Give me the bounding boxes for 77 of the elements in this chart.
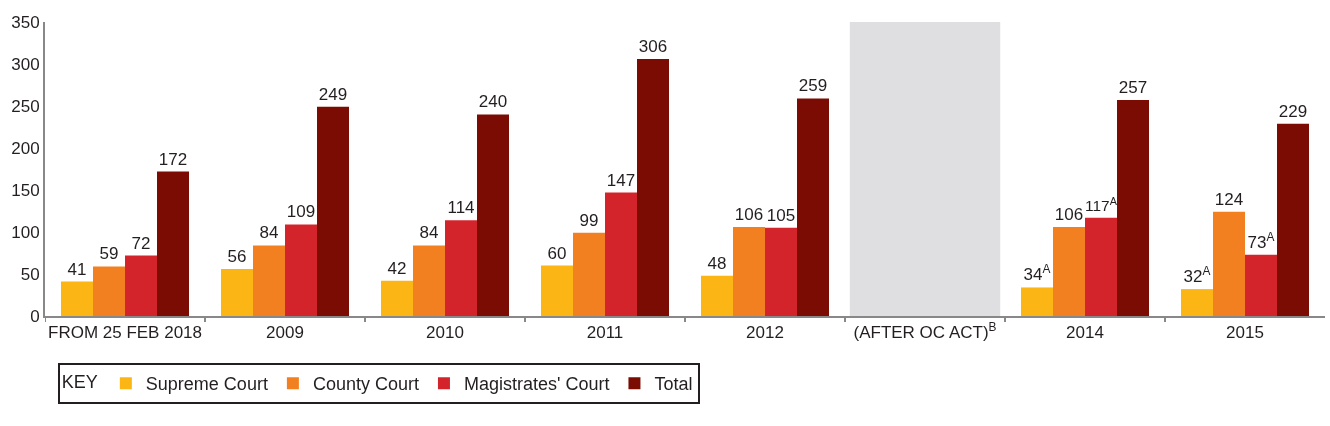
data-label: 105 [766, 205, 796, 225]
data-label: 249 [318, 84, 348, 104]
legend-title: KEY [61, 372, 98, 393]
legend-label: Total [654, 374, 693, 395]
y-tick-label: 50 [20, 264, 40, 284]
bar [253, 245, 285, 316]
y-tick-label: 250 [11, 96, 40, 116]
y-tick-label: 100 [11, 222, 40, 242]
bar [477, 114, 509, 316]
x-tick-label: FROM 25 FEB 2018 [47, 323, 203, 343]
y-tick-label: 350 [11, 12, 40, 32]
legend-label: Supreme Court [145, 374, 268, 395]
bar [573, 232, 605, 316]
data-label: 109 [286, 202, 316, 222]
data-label: 42 [387, 258, 407, 278]
bar [445, 220, 477, 316]
data-label: 229 [1278, 101, 1308, 121]
data-label: 106 [1054, 204, 1084, 224]
data-label: 41 [67, 259, 87, 279]
data-label: 172 [158, 149, 188, 169]
bar [317, 106, 349, 316]
bar [221, 268, 253, 316]
bar [733, 226, 765, 316]
bar [285, 224, 317, 316]
x-tick-label: 2015 [1226, 323, 1264, 343]
data-label: 124 [1214, 189, 1244, 209]
data-label: 99 [579, 210, 599, 230]
data-label: 106 [734, 204, 764, 224]
bar [541, 265, 573, 316]
legend-label: County Court [312, 374, 419, 395]
y-tick-label: 150 [11, 180, 40, 200]
data-label: 257 [1118, 78, 1148, 98]
data-label: 60 [547, 243, 567, 263]
data-label: 114 [447, 198, 475, 218]
data-label: 84 [259, 223, 279, 243]
data-label: 59 [99, 244, 119, 264]
data-label: 56 [227, 246, 247, 266]
bar [157, 171, 189, 316]
data-label: 32$^{A}$ [1183, 263, 1211, 287]
x-tick-label: (AFTER OC ACT)$^{B}$ [853, 320, 997, 343]
data-label: 306 [638, 36, 668, 56]
bar [1117, 100, 1149, 316]
x-tick-label: 2011 [586, 323, 624, 343]
bar [1053, 226, 1085, 316]
y-tick-label: 200 [11, 138, 40, 158]
data-label: 240 [478, 92, 508, 112]
bar [1213, 211, 1245, 316]
data-label: 259 [798, 76, 828, 96]
legend-label: Magistrates' Court [463, 374, 610, 395]
data-label: 72 [131, 233, 151, 253]
x-tick-label: 2009 [266, 323, 304, 343]
data-label: 117$^{A}$ [1085, 194, 1118, 215]
bar [637, 58, 669, 316]
bar [381, 280, 413, 316]
bar [61, 281, 93, 316]
bar [701, 275, 733, 316]
bar [765, 227, 797, 316]
data-label: 84 [419, 223, 439, 243]
x-tick-label: 2014 [1066, 323, 1104, 343]
bar [1181, 289, 1213, 316]
x-tick-label: 2010 [426, 323, 464, 343]
data-label: 48 [707, 253, 727, 273]
data-label: 147 [606, 170, 636, 190]
bar [1277, 123, 1309, 316]
bar [413, 245, 445, 316]
bar [1021, 287, 1053, 316]
data-label: 34$^{A}$ [1023, 262, 1051, 285]
bar [797, 98, 829, 316]
bar [93, 266, 125, 316]
bar [125, 255, 157, 316]
y-tick-label: 0 [30, 306, 40, 326]
bar [1085, 217, 1117, 316]
x-tick-label: 2012 [746, 323, 784, 343]
bar [1245, 254, 1277, 316]
data-label: 73$^{A}$ [1247, 229, 1275, 252]
bar [605, 192, 637, 316]
y-tick-label: 300 [11, 54, 40, 74]
